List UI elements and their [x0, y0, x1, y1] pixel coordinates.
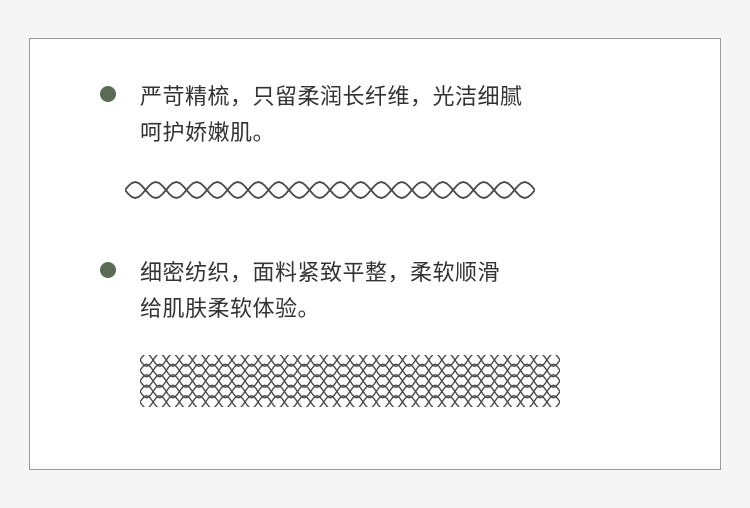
- item-header: 细密纺织，面料紧致平整，柔软顺滑 给肌肤柔软体验。: [80, 255, 670, 328]
- feature-text: 严苛精梳，只留柔润长纤维，光洁细腻 呵护娇嫩肌。: [140, 79, 523, 152]
- rope-pattern-single: [125, 180, 670, 205]
- text-line-2: 给肌肤柔软体验。: [140, 291, 500, 327]
- feature-item-2: 细密纺织，面料紧致平整，柔软顺滑 给肌肤柔软体验。: [80, 255, 670, 413]
- item-header: 严苛精梳，只留柔润长纤维，光洁细腻 呵护娇嫩肌。: [80, 79, 670, 152]
- text-line-1: 细密纺织，面料紧致平整，柔软顺滑: [140, 255, 500, 291]
- rope-pattern-mesh: [140, 355, 670, 412]
- text-line-1: 严苛精梳，只留柔润长纤维，光洁细腻: [140, 79, 523, 115]
- bullet-icon: [100, 86, 116, 102]
- info-card: 严苛精梳，只留柔润长纤维，光洁细腻 呵护娇嫩肌。 细密纺织，面料紧致平整，柔软顺…: [29, 38, 721, 470]
- bullet-icon: [100, 262, 116, 278]
- feature-text: 细密纺织，面料紧致平整，柔软顺滑 给肌肤柔软体验。: [140, 255, 500, 328]
- feature-item-1: 严苛精梳，只留柔润长纤维，光洁细腻 呵护娇嫩肌。: [80, 79, 670, 205]
- text-line-2: 呵护娇嫩肌。: [140, 115, 523, 151]
